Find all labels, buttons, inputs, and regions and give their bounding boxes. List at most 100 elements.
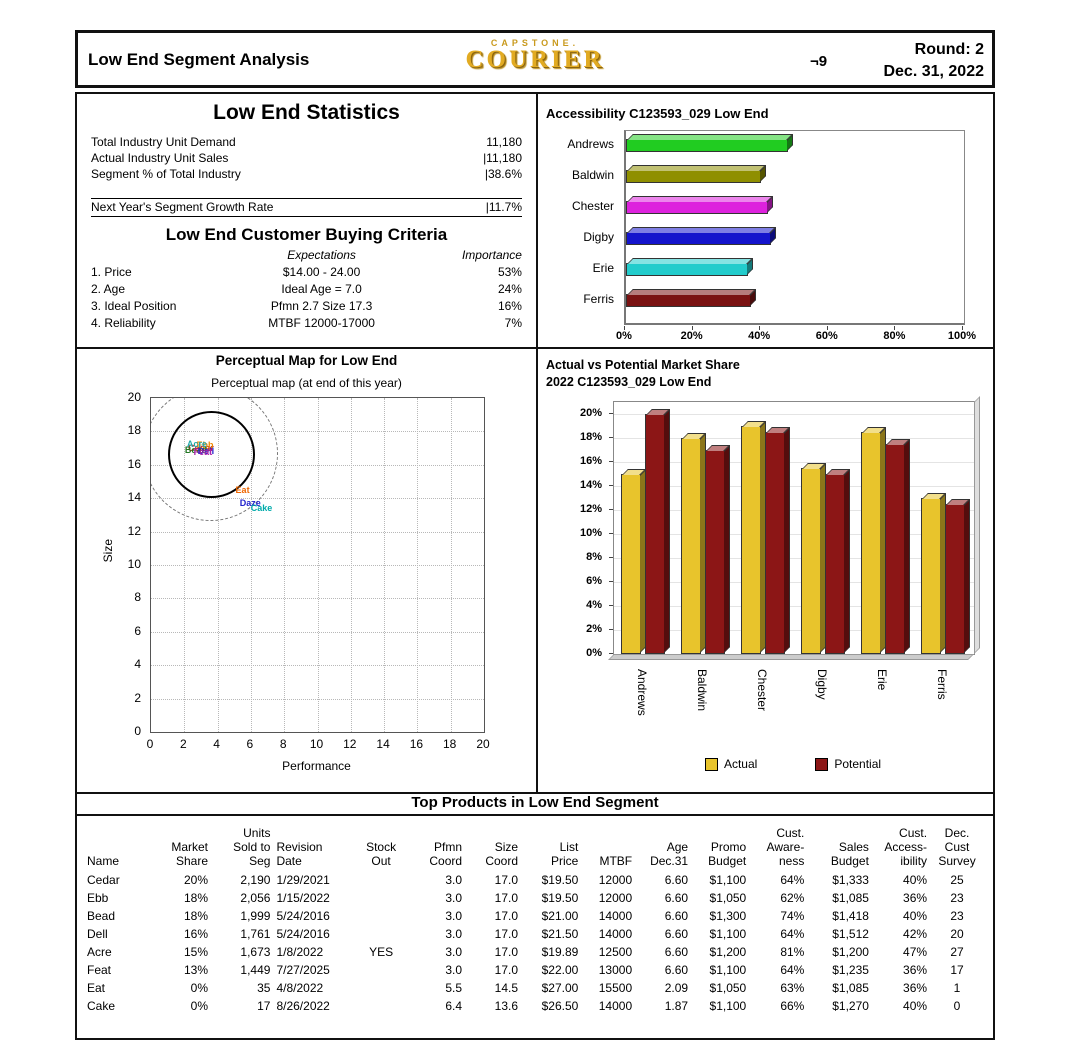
bar-top-face [627, 227, 777, 233]
market-share-bar-actual-ferris [921, 493, 946, 654]
table-cell: 15% [183, 945, 209, 959]
legend-actual-label: Actual [723, 757, 758, 771]
market-share-category-labels: Andrews Baldwin Chester Digby Erie Ferris [613, 665, 973, 749]
table-cell: 17.0 [494, 891, 519, 905]
map-x-tick-label: 6 [246, 737, 254, 751]
criteria-importance: 24% [497, 282, 522, 296]
table-cell: 3.0 [445, 873, 463, 887]
y-tick-mark [609, 629, 613, 630]
market-share-bar-potential-baldwin [705, 445, 730, 654]
buying-criteria-title: Low End Customer Buying Criteria [165, 225, 448, 244]
bar-top-face [627, 196, 773, 202]
table-cell: 1,999 [240, 909, 271, 923]
table-cell: 35 [257, 981, 271, 995]
table-row: Eat 0% 35 4/8/2022 5.5 14.5 $27.00 15500 2.09 $1,… [85, 979, 985, 997]
map-x-tick-label: 2 [179, 737, 187, 751]
table-cell: $1,085 [832, 981, 869, 995]
table-cell: 14000 [598, 999, 633, 1013]
y-tick-mark [609, 437, 613, 438]
table-row: Acre 15% 1,673 1/8/2022 YES 3.0 17.0 $19.89 1250… [85, 943, 985, 961]
actual-swatch [704, 757, 718, 771]
table-cell: $1,100 [709, 873, 747, 887]
logo-courier-text: COURIER [465, 46, 605, 73]
accessibility-chart: Andrews Baldwin Chester Digby Erie Ferris 0% 2… [538, 124, 985, 347]
table-cell: 66% [780, 999, 805, 1013]
table-cell: $1,512 [832, 927, 869, 941]
criteria-row: 2. Age Ideal Age = 7.0 24% [91, 281, 522, 298]
market-share-chart-title: Actual vs Potential Market Share 2022 C1… [546, 357, 993, 391]
table-cell: 6.60 [664, 963, 689, 977]
table-cell: Cake [87, 999, 116, 1013]
map-x-tick-label: 20 [476, 737, 490, 751]
criteria-importance: 53% [497, 265, 522, 279]
accessibility-bar-ferris [626, 289, 757, 307]
page-title: Low End Segment Analysis [88, 50, 310, 69]
table-cell: $1,050 [709, 981, 747, 995]
column-header: Cust. Access- ibility [884, 826, 928, 868]
y-tick-label: 10% [579, 527, 602, 539]
product-point-acre: Acre [186, 439, 207, 450]
table-cell: 64% [780, 927, 805, 941]
stat-value: |38.6% [484, 167, 522, 181]
accessibility-bar-chester [626, 196, 773, 214]
map-y-tick-label: 10 [127, 557, 141, 571]
table-cell: 42% [903, 927, 928, 941]
gridline [614, 510, 974, 511]
y-tick-label: 6% [586, 575, 602, 587]
map-x-tick-label: 8 [279, 737, 287, 751]
table-cell: 12000 [598, 873, 633, 887]
market-share-title-line1: Actual vs Potential Market Share [546, 358, 740, 372]
gridline [614, 462, 974, 463]
column-header: Size Coord [485, 840, 519, 868]
map-y-tick-label: 12 [127, 523, 141, 538]
table-cell: 25 [950, 873, 964, 887]
table-cell: Acre [87, 945, 112, 959]
y-tick-mark [609, 485, 613, 486]
accessibility-bar-baldwin [626, 165, 767, 183]
accessibility-category-label: Erie [592, 261, 614, 275]
map-x-tick-label: 4 [213, 737, 220, 751]
table-cell: 36% [903, 963, 928, 977]
y-tick-mark [609, 581, 613, 582]
table-row: Cedar 20% 2,190 1/29/2021 3.0 17.0 $19.50 12000… [85, 871, 985, 889]
criteria-row: 3. Ideal Position Pfmn 2.7 Size 17.3 16% [91, 298, 522, 315]
perceptual-map-subtitle: Perceptual map (at end of this year) [211, 376, 402, 390]
perceptual-map-section: Perceptual Map for Low End Perceptual ma… [77, 349, 536, 792]
map-y-tick-label: 0 [134, 724, 141, 738]
table-cell: $1,085 [832, 891, 869, 905]
date-label: Dec. 31, 2022 [883, 63, 984, 80]
criteria-expectation: Ideal Age = 7.0 [281, 282, 362, 296]
table-cell: 14000 [598, 909, 633, 923]
gridline [614, 582, 974, 583]
market-share-section: Actual vs Potential Market Share 2022 C1… [538, 349, 993, 792]
map-y-tick-label: 4 [134, 657, 141, 672]
map-x-tick-label: 10 [309, 737, 324, 751]
criteria-expectation: MTBF 12000-17000 [268, 316, 375, 330]
table-cell: 40% [903, 909, 928, 923]
market-share-bar-potential-erie [885, 439, 910, 654]
accessibility-category-label: Digby [583, 230, 614, 244]
table-cell: 23 [950, 891, 964, 905]
column-header: Sales Budget [830, 840, 869, 868]
table-cell: 3.0 [445, 963, 463, 977]
table-cell: 20 [950, 927, 964, 941]
table-cell: 0 [953, 999, 961, 1013]
table-cell [356, 961, 408, 979]
bar-side-face [664, 409, 670, 653]
map-y-tick-label: 16 [127, 456, 141, 471]
table-cell: 13% [183, 963, 209, 977]
column-header: Pfmn Coord [429, 840, 463, 868]
product-point-cake: Cake [250, 502, 273, 513]
map-gridline [151, 498, 484, 500]
map-gridline [151, 464, 484, 466]
growth-rate-row: Next Year's Segment Growth Rate |11.7% [91, 198, 522, 217]
table-cell: 81% [780, 945, 805, 959]
table-cell: 1/15/2022 [276, 891, 330, 905]
table-cell: 6.60 [664, 927, 689, 941]
statistics-title: Low End Statistics [213, 101, 400, 124]
bar-side-face [964, 499, 970, 653]
y-tick-mark [609, 605, 613, 606]
stat-label: Segment % of Total Industry [91, 167, 241, 181]
criteria-expectation: Pfmn 2.7 Size 17.3 [270, 299, 373, 313]
criteria-row: 4. Reliability MTBF 12000-17000 7% [91, 315, 522, 332]
